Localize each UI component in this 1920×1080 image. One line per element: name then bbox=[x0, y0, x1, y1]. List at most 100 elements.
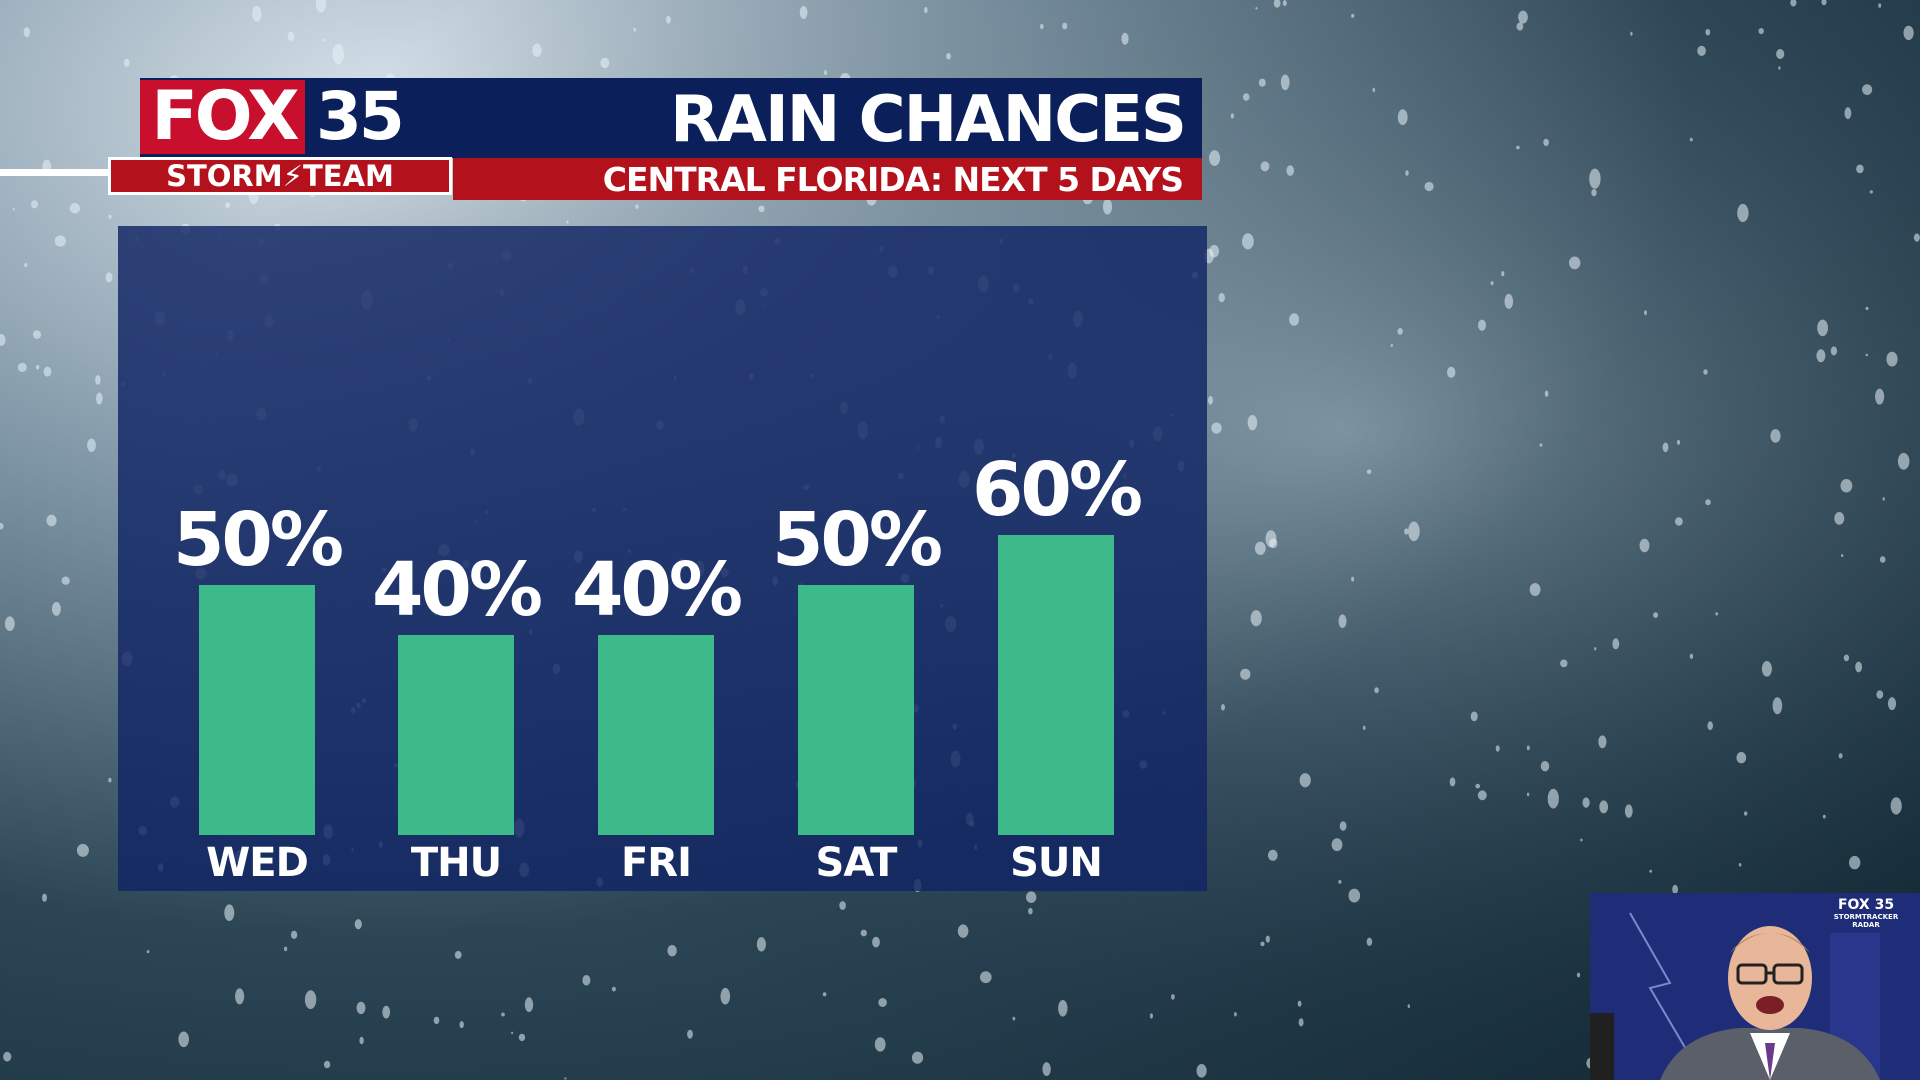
raindrop bbox=[1478, 319, 1486, 331]
category-label: SAT bbox=[816, 840, 899, 886]
raindrop bbox=[1594, 647, 1597, 651]
bar-value-label: 40% bbox=[372, 547, 541, 633]
raindrop bbox=[96, 392, 103, 405]
raindrop bbox=[31, 200, 38, 209]
raindrop bbox=[1599, 800, 1609, 814]
raindrop bbox=[287, 31, 295, 41]
raindrop bbox=[1697, 45, 1706, 57]
raindrop bbox=[1282, 0, 1287, 7]
raindrop bbox=[0, 334, 6, 346]
presenter-figure bbox=[1590, 893, 1920, 1080]
raindrop bbox=[1903, 25, 1914, 41]
raindrop bbox=[1612, 638, 1620, 650]
raindrop bbox=[666, 15, 671, 24]
raindrop bbox=[1737, 203, 1749, 223]
raindrop bbox=[1526, 792, 1530, 797]
raindrop bbox=[878, 998, 887, 1007]
raindrop bbox=[1254, 541, 1266, 555]
raindrop bbox=[667, 945, 677, 957]
raindrop bbox=[1297, 1000, 1302, 1007]
raindrop bbox=[459, 1021, 464, 1029]
raindrop bbox=[178, 1031, 189, 1048]
category-label: FRI bbox=[621, 840, 691, 886]
raindrop bbox=[252, 5, 262, 22]
raindrop bbox=[1624, 804, 1633, 818]
raindrop bbox=[1705, 29, 1711, 36]
raindrop bbox=[1351, 576, 1355, 582]
raindrop bbox=[235, 988, 245, 1005]
raindrop bbox=[1102, 198, 1113, 215]
raindrop bbox=[1834, 512, 1845, 525]
fox35-logo: FOX 35 bbox=[140, 80, 420, 158]
raindrop bbox=[1424, 181, 1434, 192]
raindrop bbox=[758, 205, 765, 212]
raindrop bbox=[108, 777, 112, 783]
raindrop bbox=[1822, 814, 1826, 819]
raindrop bbox=[225, 202, 231, 208]
raindrop bbox=[635, 204, 639, 209]
raindrop bbox=[1639, 538, 1650, 553]
raindrop bbox=[24, 263, 28, 267]
raindrop bbox=[1250, 610, 1262, 627]
raindrop bbox=[1040, 23, 1044, 30]
raindrop bbox=[1816, 349, 1826, 363]
raindrop bbox=[1689, 653, 1694, 659]
raindrop bbox=[1196, 1064, 1207, 1078]
raindrop bbox=[1703, 369, 1708, 375]
raindrop bbox=[1676, 439, 1681, 445]
raindrop bbox=[1209, 244, 1220, 258]
raindrop bbox=[1397, 109, 1408, 126]
raindrop bbox=[511, 1031, 514, 1035]
raindrop bbox=[1247, 415, 1258, 431]
raindrop bbox=[17, 362, 27, 372]
raindrop bbox=[1589, 168, 1601, 189]
raindrop bbox=[54, 235, 66, 247]
raindrop bbox=[1298, 1018, 1304, 1027]
presenter-inset-video: FOX 35 STORMTRACKER RADAR bbox=[1590, 893, 1920, 1080]
raindrop bbox=[1516, 22, 1524, 31]
raindrop bbox=[1404, 528, 1409, 535]
raindrop bbox=[1865, 353, 1869, 357]
raindrop bbox=[1504, 293, 1514, 309]
raindrop bbox=[1856, 164, 1864, 174]
raindrop bbox=[1886, 351, 1898, 367]
raindrop bbox=[1267, 849, 1278, 861]
raindrop bbox=[524, 997, 534, 1013]
raindrop bbox=[1544, 390, 1549, 397]
raindrop bbox=[1211, 422, 1222, 434]
bar-value-label: 40% bbox=[572, 547, 741, 633]
category-label: WED bbox=[206, 840, 308, 886]
raindrop bbox=[1876, 690, 1884, 699]
raindrop bbox=[1286, 165, 1294, 176]
raindrop bbox=[1707, 721, 1713, 731]
raindrop bbox=[501, 1012, 505, 1017]
raindrop bbox=[532, 43, 542, 57]
raindrop bbox=[1529, 583, 1541, 596]
raindrop bbox=[1260, 941, 1265, 947]
raindrop bbox=[1672, 884, 1678, 895]
page-title: RAIN CHANCES bbox=[670, 83, 1187, 157]
channel-number: 35 bbox=[316, 78, 405, 155]
raindrop bbox=[1675, 517, 1683, 526]
raindrop bbox=[1855, 661, 1862, 673]
raindrop bbox=[518, 1033, 526, 1042]
raindrop bbox=[1299, 773, 1311, 788]
raindrop bbox=[1475, 783, 1480, 789]
raindrop bbox=[566, 220, 569, 224]
raindrop bbox=[3, 1051, 12, 1062]
raindrop bbox=[874, 1037, 886, 1052]
fox-logo-text: FOX bbox=[151, 77, 299, 156]
raindrop bbox=[1042, 1062, 1051, 1076]
raindrop bbox=[108, 214, 112, 219]
raindrop bbox=[564, 1077, 567, 1080]
raindrop bbox=[1351, 13, 1355, 18]
raindrop bbox=[756, 937, 767, 952]
raindrop bbox=[1662, 442, 1669, 453]
raindrop bbox=[35, 364, 40, 370]
raindrop bbox=[1242, 93, 1250, 101]
raindrop bbox=[1338, 880, 1342, 884]
raindrop bbox=[1477, 790, 1487, 801]
raindrop bbox=[123, 58, 130, 67]
raindrop bbox=[1339, 821, 1347, 831]
raindrop bbox=[332, 44, 344, 65]
